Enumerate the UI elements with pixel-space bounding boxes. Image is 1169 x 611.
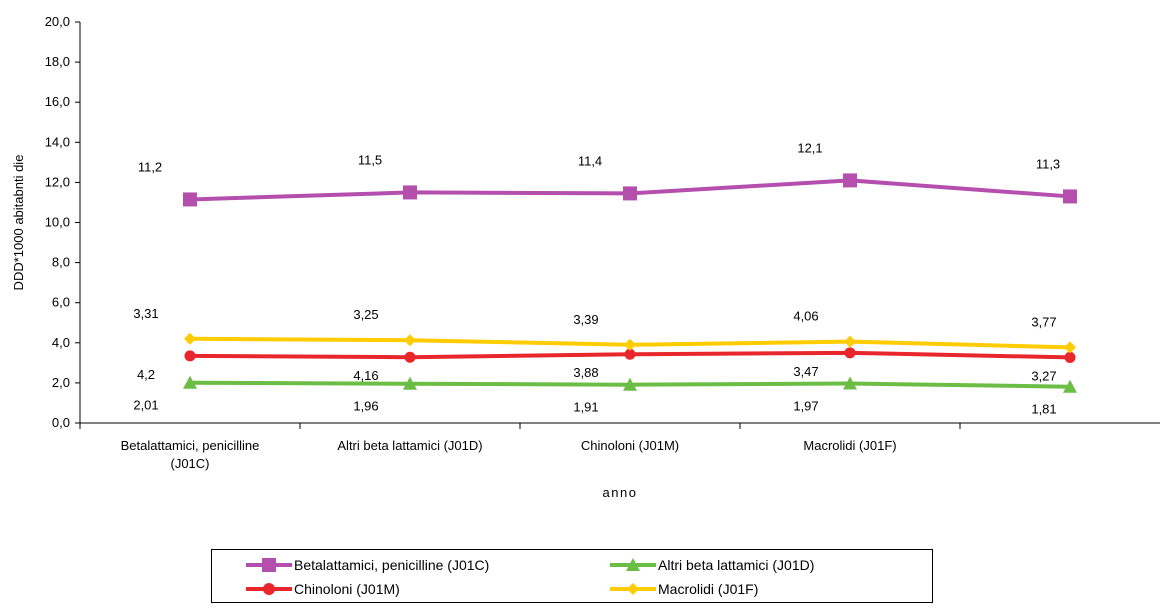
legend-marker-square-icon [246,558,292,572]
legend-label: Altri beta lattamici (J01D) [658,557,815,573]
data-label: 4,06 [793,309,818,324]
y-tick-label: 16,0 [45,94,70,109]
legend-label: Betalattamici, penicilline (J01C) [294,557,490,573]
data-label: 1,81 [1031,402,1056,417]
data-label: 2,01 [133,398,158,413]
y-tick-label: 4,0 [52,335,70,350]
data-point [844,335,856,348]
legend-item-chinoloni: Chinoloni (J01M) [244,578,400,600]
x-tick-label: Betalattamici, penicilline (J01C) [121,438,260,471]
legend-marker-circle-icon [246,583,292,595]
x-tick-label: Chinoloni (J01M) [581,438,679,453]
data-point [403,185,417,200]
data-point [184,350,196,362]
data-point [404,351,416,363]
data-point [1063,189,1077,204]
data-label: 11,3 [1036,156,1060,171]
data-point [183,375,197,389]
x-tick-label: Altri beta lattamici (J01D) [337,438,482,453]
legend-item-altri-beta-lattamici: Altri beta lattamici (J01D) [608,554,814,576]
data-point [624,338,636,351]
data-label: 1,91 [573,400,598,415]
data-label: 3,27 [1031,368,1056,383]
data-label: 11,2 [138,159,162,174]
data-label: 11,4 [578,153,602,168]
legend: Betalattamici, penicilline (J01C) Altri … [211,549,933,603]
data-label: 1,96 [353,399,378,414]
data-point [183,192,197,207]
legend-label: Chinoloni (J01M) [294,581,400,597]
x-axis-title: anno [603,485,638,500]
data-point [624,348,636,360]
legend-item-macrolidi: Macrolidi (J01F) [608,578,758,600]
x-tick-label: Macrolidi (J01F) [803,438,896,453]
data-point [1064,341,1076,354]
y-tick-label: 0,0 [52,415,70,430]
data-point [404,334,416,347]
legend-label: Macrolidi (J01F) [658,581,759,597]
y-tick-label: 6,0 [52,295,70,310]
y-tick-label: 18,0 [45,54,70,69]
data-point [403,376,417,390]
data-point [844,347,856,359]
legend-marker-triangle-icon [610,558,656,571]
data-label: 3,39 [573,312,598,327]
y-axis-title: DDD*1000 abitabnti die [11,155,26,291]
data-point [623,186,637,201]
data-label: 11,5 [358,152,382,167]
y-tick-label: 10,0 [45,215,70,230]
data-point [843,376,857,390]
legend-item-betalattamici: Betalattamici, penicilline (J01C) [244,554,489,576]
y-tick-label: 12,0 [45,174,70,189]
data-label: 3,47 [793,364,818,379]
data-point [184,332,196,345]
data-label: 3,88 [573,365,598,380]
data-label: 3,31 [133,306,158,321]
data-point [623,377,637,391]
data-label: 4,16 [353,368,378,383]
data-label: 12,1 [797,140,822,155]
data-label: 3,25 [353,307,378,322]
data-label: 4,2 [137,367,155,382]
data-label: 3,77 [1031,314,1056,329]
data-point [843,173,857,188]
legend-marker-diamond-icon [610,583,656,595]
y-tick-label: 8,0 [52,255,70,270]
y-tick-label: 14,0 [45,134,70,149]
data-point [1064,351,1076,363]
data-point [1063,379,1077,393]
data-label: 1,97 [793,399,818,414]
y-tick-label: 20,0 [45,14,70,29]
y-tick-label: 2,0 [52,375,70,390]
